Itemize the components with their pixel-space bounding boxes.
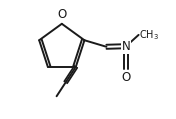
Text: CH$_3$: CH$_3$	[139, 28, 159, 42]
Text: O: O	[57, 8, 67, 21]
Text: N: N	[122, 40, 130, 53]
Text: O: O	[121, 71, 131, 84]
